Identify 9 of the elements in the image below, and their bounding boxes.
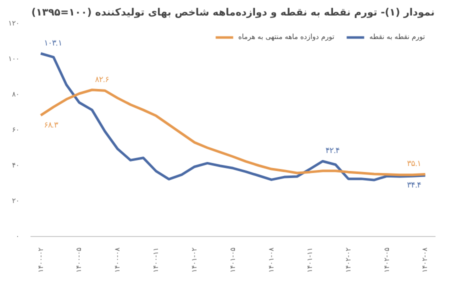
data-label: ۳۴.۴	[407, 180, 422, 190]
data-label: ۶۸.۳	[44, 120, 59, 130]
data-label: ۱۰۳.۱	[44, 38, 62, 48]
chart-title: نمودار (۱)- تورم نقطه به نقطه و دوازده‌ماهه شاخص بهای تولیدکننده (۱۰۰=۱۳۹۵)	[31, 8, 435, 18]
data-label: ۳۵.۱	[407, 159, 422, 168]
data-label: ۴۲.۴	[326, 146, 340, 156]
data-label: ۸۲.۶	[95, 74, 110, 84]
line-series	[40, 88, 426, 176]
line-series	[40, 52, 426, 182]
